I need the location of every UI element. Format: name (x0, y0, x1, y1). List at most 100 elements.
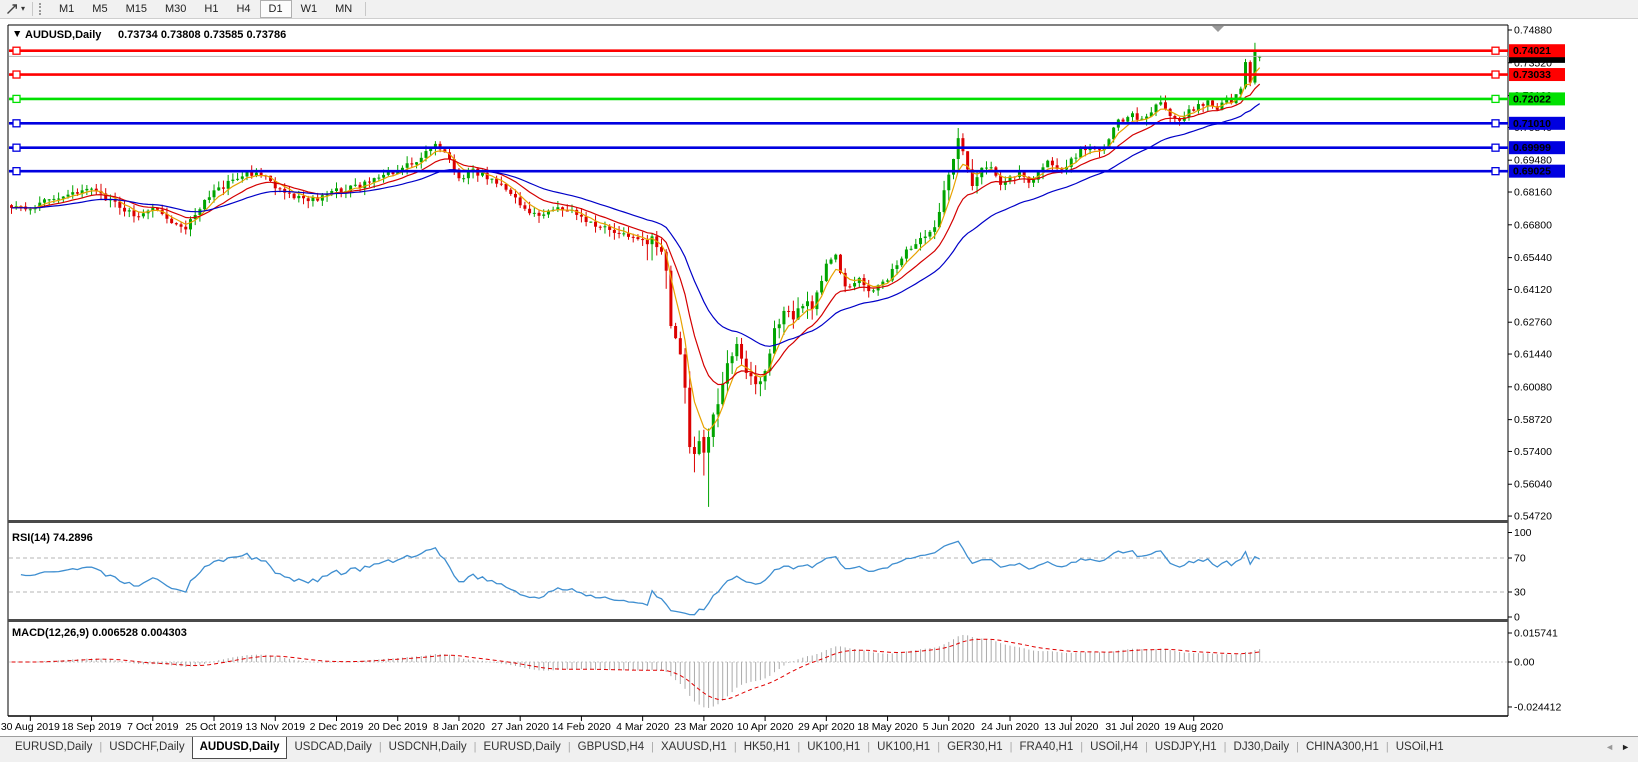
chart-tab-uk100-h1[interactable]: UK100,H1 (877, 741, 931, 753)
horizontal-line-0.72022[interactable]: 0.72022 (9, 92, 1565, 106)
chart-tab-xauusd-h1[interactable]: XAUUSD,H1 (661, 741, 727, 753)
chart-shift-marker-icon[interactable] (1212, 26, 1224, 32)
timeframe-button-m15[interactable]: M15 (125, 3, 147, 15)
candle-body (904, 249, 908, 259)
candle-body (1258, 56, 1262, 58)
candle-body (141, 213, 145, 217)
horizontal-line-0.73033[interactable]: 0.73033 (9, 68, 1565, 82)
chart-tab-hk50-h1[interactable]: HK50,H1 (743, 741, 791, 753)
line-handle-right[interactable] (1491, 70, 1500, 79)
line-handle-left[interactable] (12, 167, 21, 176)
chart-tab-usoil-h1[interactable]: USOil,H1 (1395, 741, 1444, 753)
chart-tab-dj30-daily[interactable]: DJ30,Daily (1233, 741, 1290, 753)
price-chart[interactable]: 0.748800.735200.721600.708400.694800.681… (0, 0, 1638, 737)
timeframe-button-h1[interactable]: H1 (204, 3, 219, 15)
candle-body (622, 233, 626, 235)
timeframe-toolbar: ▾ M1 M5 M15 M30 H1 H4 D1 W1 MN (0, 0, 1638, 19)
candle-body (1187, 109, 1191, 118)
tab-scroll-left-icon[interactable]: ◄ (1605, 742, 1615, 752)
candle-body (984, 167, 988, 169)
pane-splitter-rsi-macd[interactable] (8, 619, 1508, 622)
candle-body (179, 224, 183, 227)
candle-body (66, 194, 70, 197)
chart-tab-eurusd-daily[interactable]: EURUSD,Daily (15, 741, 93, 753)
pane-splitter-main-rsi[interactable] (8, 520, 1508, 523)
chart-tab-usdchf-daily[interactable]: USDCHF,Daily (109, 741, 185, 753)
tab-separator: | (651, 741, 654, 753)
price-level-badge (1509, 92, 1565, 106)
chart-tab-usdjpy-h1[interactable]: USDJPY,H1 (1154, 741, 1217, 753)
line-handle-left[interactable] (12, 94, 21, 104)
chart-tab-uk100-h1[interactable]: UK100,H1 (807, 741, 861, 753)
chart-tab-usoil-h4[interactable]: USOil,H4 (1090, 741, 1139, 753)
date-tick-label: 7 Oct 2019 (127, 721, 179, 733)
timeframe-button-m30[interactable]: M30 (164, 3, 187, 15)
chart-collapse-arrow-icon[interactable]: ▼ (12, 28, 22, 40)
line-handle-left[interactable] (12, 143, 21, 152)
candle-body (909, 248, 913, 250)
tool-dropdown-caret[interactable]: ▾ (21, 4, 26, 13)
ema-30-line[interactable] (11, 103, 1261, 347)
candle-body (1145, 116, 1149, 119)
candle-body (1121, 119, 1125, 122)
horizontal-line-0.71010[interactable]: 0.71010 (9, 116, 1565, 130)
chart-tab-usdcad-daily[interactable]: USDCAD,Daily (294, 741, 372, 753)
horizontal-line-0.74021[interactable]: 0.74021 (9, 44, 1565, 58)
candle-body (518, 197, 522, 206)
tab-separator: | (797, 741, 801, 753)
price-tick-label: 0.57400 (1514, 446, 1552, 458)
chart-tab-audusd-daily[interactable]: AUDUSD,Daily (191, 737, 288, 759)
horizontal-line-0.69025[interactable]: 0.69025 (9, 164, 1565, 178)
candle-body (203, 199, 207, 210)
line-handle-left[interactable] (12, 70, 21, 79)
line-handle-right[interactable] (1491, 119, 1500, 128)
timeframe-button-m1[interactable]: M1 (59, 3, 75, 15)
timeframe-button-mn[interactable]: MN (335, 3, 353, 15)
chart-tab-ger30-h1[interactable]: GER30,H1 (947, 741, 1003, 753)
tab-scroll-right-icon[interactable]: ► (1621, 742, 1630, 752)
candle-body (254, 172, 258, 176)
candle-body (1196, 104, 1200, 111)
candle-body (278, 188, 282, 190)
candle-body (80, 190, 84, 194)
candle-body (1140, 118, 1144, 120)
timeframe-button-w1[interactable]: W1 (300, 3, 318, 15)
chart-tab-eurusd-daily[interactable]: EURUSD,Daily (483, 741, 561, 753)
line-handle-left[interactable] (12, 119, 21, 128)
candle-body (499, 183, 503, 185)
candle-body (236, 178, 240, 180)
chart-tab-usdcnh-daily[interactable]: USDCNH,Daily (388, 741, 467, 753)
candle-body (768, 353, 772, 372)
price-tick-label: 0.54720 (1514, 511, 1552, 523)
candle-body (400, 167, 404, 171)
price-level-badge (1509, 44, 1565, 58)
timeframe-button-m5[interactable]: M5 (92, 3, 108, 15)
chart-tab-fra40-h1[interactable]: FRA40,H1 (1019, 741, 1074, 753)
ema-5-line[interactable] (11, 67, 1261, 432)
candle-body (928, 231, 932, 237)
line-handle-right[interactable] (1491, 167, 1500, 176)
candle-body (989, 167, 993, 169)
candle-body (678, 338, 682, 355)
candle-body (589, 221, 593, 223)
timeframe-button-h4[interactable]: H4 (236, 3, 251, 15)
line-handle-left[interactable] (12, 46, 21, 55)
price-level-badge-label: 0.71010 (1513, 118, 1551, 130)
candle-body (240, 176, 244, 179)
timeframe-button-d1[interactable]: D1 (259, 0, 292, 18)
line-handle-right[interactable] (1491, 46, 1500, 55)
line-handle-right[interactable] (1491, 94, 1500, 104)
ema-13-line[interactable] (11, 83, 1261, 386)
candle-body (419, 157, 423, 163)
candle-body (537, 212, 541, 216)
chart-tab-gbpusd-h4[interactable]: GBPUSD,H4 (577, 741, 645, 753)
horizontal-line-0.69999[interactable]: 0.69999 (9, 141, 1565, 155)
cursor-tool-icon[interactable] (4, 2, 20, 16)
chart-tab-china300-h1[interactable]: CHINA300,H1 (1306, 741, 1379, 753)
candle-body (504, 183, 508, 190)
candle-body (820, 280, 824, 293)
toolbar-grip-handle[interactable] (39, 3, 44, 15)
tab-separator: | (1145, 741, 1148, 753)
line-handle-right[interactable] (1491, 143, 1500, 152)
